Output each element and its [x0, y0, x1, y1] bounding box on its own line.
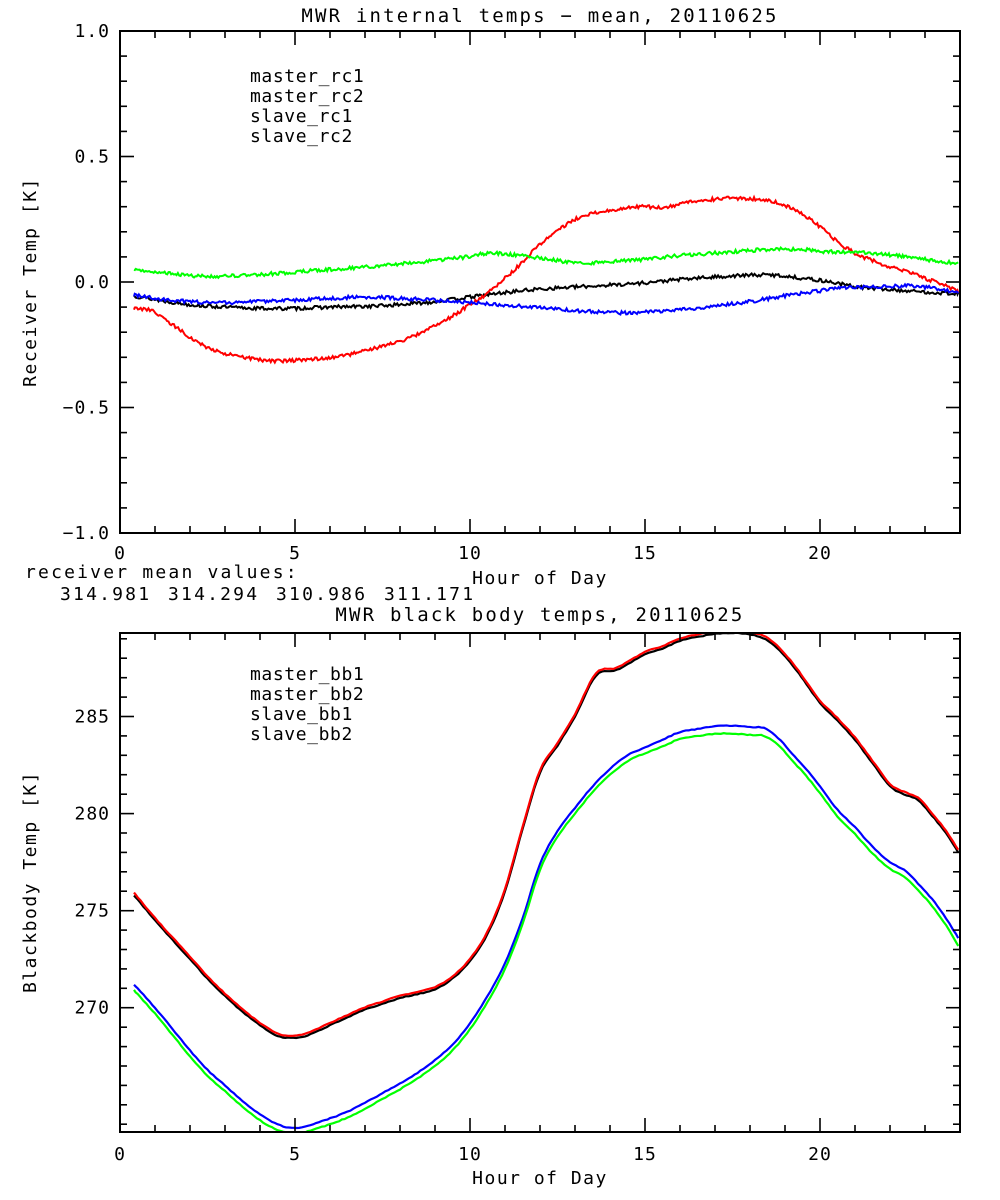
x-tick-label: 15 — [633, 1144, 657, 1165]
top-legend: master_rc1 master_rc2 slave_rc1 slave_rc… — [250, 66, 364, 147]
y-tick-label: 1.0 — [74, 21, 110, 42]
top-panel: 0 5 10 15 20 1.0 0.5 0.0 −0.5 −1.0 — [63, 21, 961, 564]
legend-item-slave_rc2: slave_rc2 — [250, 126, 353, 147]
top-chart-title: MWR internal temps − mean, 20110625 — [301, 5, 778, 27]
mean-value-slave_rc2: 311.171 — [384, 584, 475, 605]
series-master_rc2 — [133, 194, 960, 365]
series-slave_rc2 — [133, 245, 959, 280]
x-tick-label: 10 — [458, 543, 482, 564]
curves — [133, 633, 960, 1132]
legend-item-master_bb2: master_bb2 — [250, 684, 364, 705]
mean-value-master_rc1: 314.981 — [60, 584, 151, 605]
series-master_rc1 — [133, 272, 960, 313]
mean-value-slave_rc1: 310.986 — [276, 584, 367, 605]
x-tick-label: 0 — [114, 1144, 126, 1165]
x-tick-label: 5 — [289, 543, 301, 564]
x-tick-label: 0 — [114, 543, 126, 564]
y-tick-label: 285 — [74, 706, 110, 727]
bottom-y-axis-label: Blackbody Temp [K] — [20, 771, 41, 993]
mean-values-caption: receiver mean values: — [25, 562, 299, 583]
x-tick-label: 15 — [633, 543, 657, 564]
series-master_bb2 — [133, 633, 960, 1037]
ticks — [119, 633, 961, 1132]
bottom-legend: master_bb1 master_bb2 slave_bb1 slave_bb… — [250, 664, 364, 745]
x-tick-label: 20 — [808, 1144, 832, 1165]
legend-item-slave_rc1: slave_rc1 — [250, 106, 353, 127]
legend-item-master_rc1: master_rc1 — [250, 66, 364, 87]
mean-value-master_rc2: 314.294 — [168, 584, 259, 605]
y-tick-label: 270 — [74, 998, 110, 1019]
y-tick-label: −0.5 — [63, 398, 110, 419]
series-slave_bb1 — [133, 724, 960, 1130]
y-tick-label: −1.0 — [63, 523, 110, 544]
x-tick-label: 10 — [458, 1144, 482, 1165]
series-master_bb1 — [133, 633, 960, 1040]
legend-item-master_rc2: master_rc2 — [250, 86, 364, 107]
receiver-mean-values: receiver mean values: 314.981 314.294 31… — [25, 562, 475, 605]
series-slave_rc1 — [133, 282, 960, 316]
plot-frame — [119, 632, 961, 1133]
x-tick-label: 5 — [289, 1144, 301, 1165]
plot-frame — [119, 30, 961, 534]
bottom-x-axis-label: Hour of Day — [472, 1168, 608, 1189]
bottom-panel: 0 5 10 15 20 285 280 275 270 — [74, 632, 961, 1165]
bottom-chart-title: MWR black body temps, 20110625 — [335, 604, 744, 626]
y-tick-label: 280 — [74, 804, 110, 825]
y-tick-label: 0.0 — [74, 272, 110, 293]
legend-item-slave_bb2: slave_bb2 — [250, 724, 353, 745]
y-tick-label: 0.5 — [74, 147, 110, 168]
top-x-axis-label: Hour of Day — [472, 568, 608, 589]
series-slave_bb2 — [133, 732, 960, 1132]
ticks — [119, 30, 961, 534]
curves — [133, 194, 960, 365]
legend-item-master_bb1: master_bb1 — [250, 664, 364, 685]
x-tick-label: 20 — [808, 543, 832, 564]
top-y-axis-label: Receiver Temp [K] — [20, 177, 41, 387]
y-tick-label: 275 — [74, 901, 110, 922]
legend-item-slave_bb1: slave_bb1 — [250, 704, 353, 725]
